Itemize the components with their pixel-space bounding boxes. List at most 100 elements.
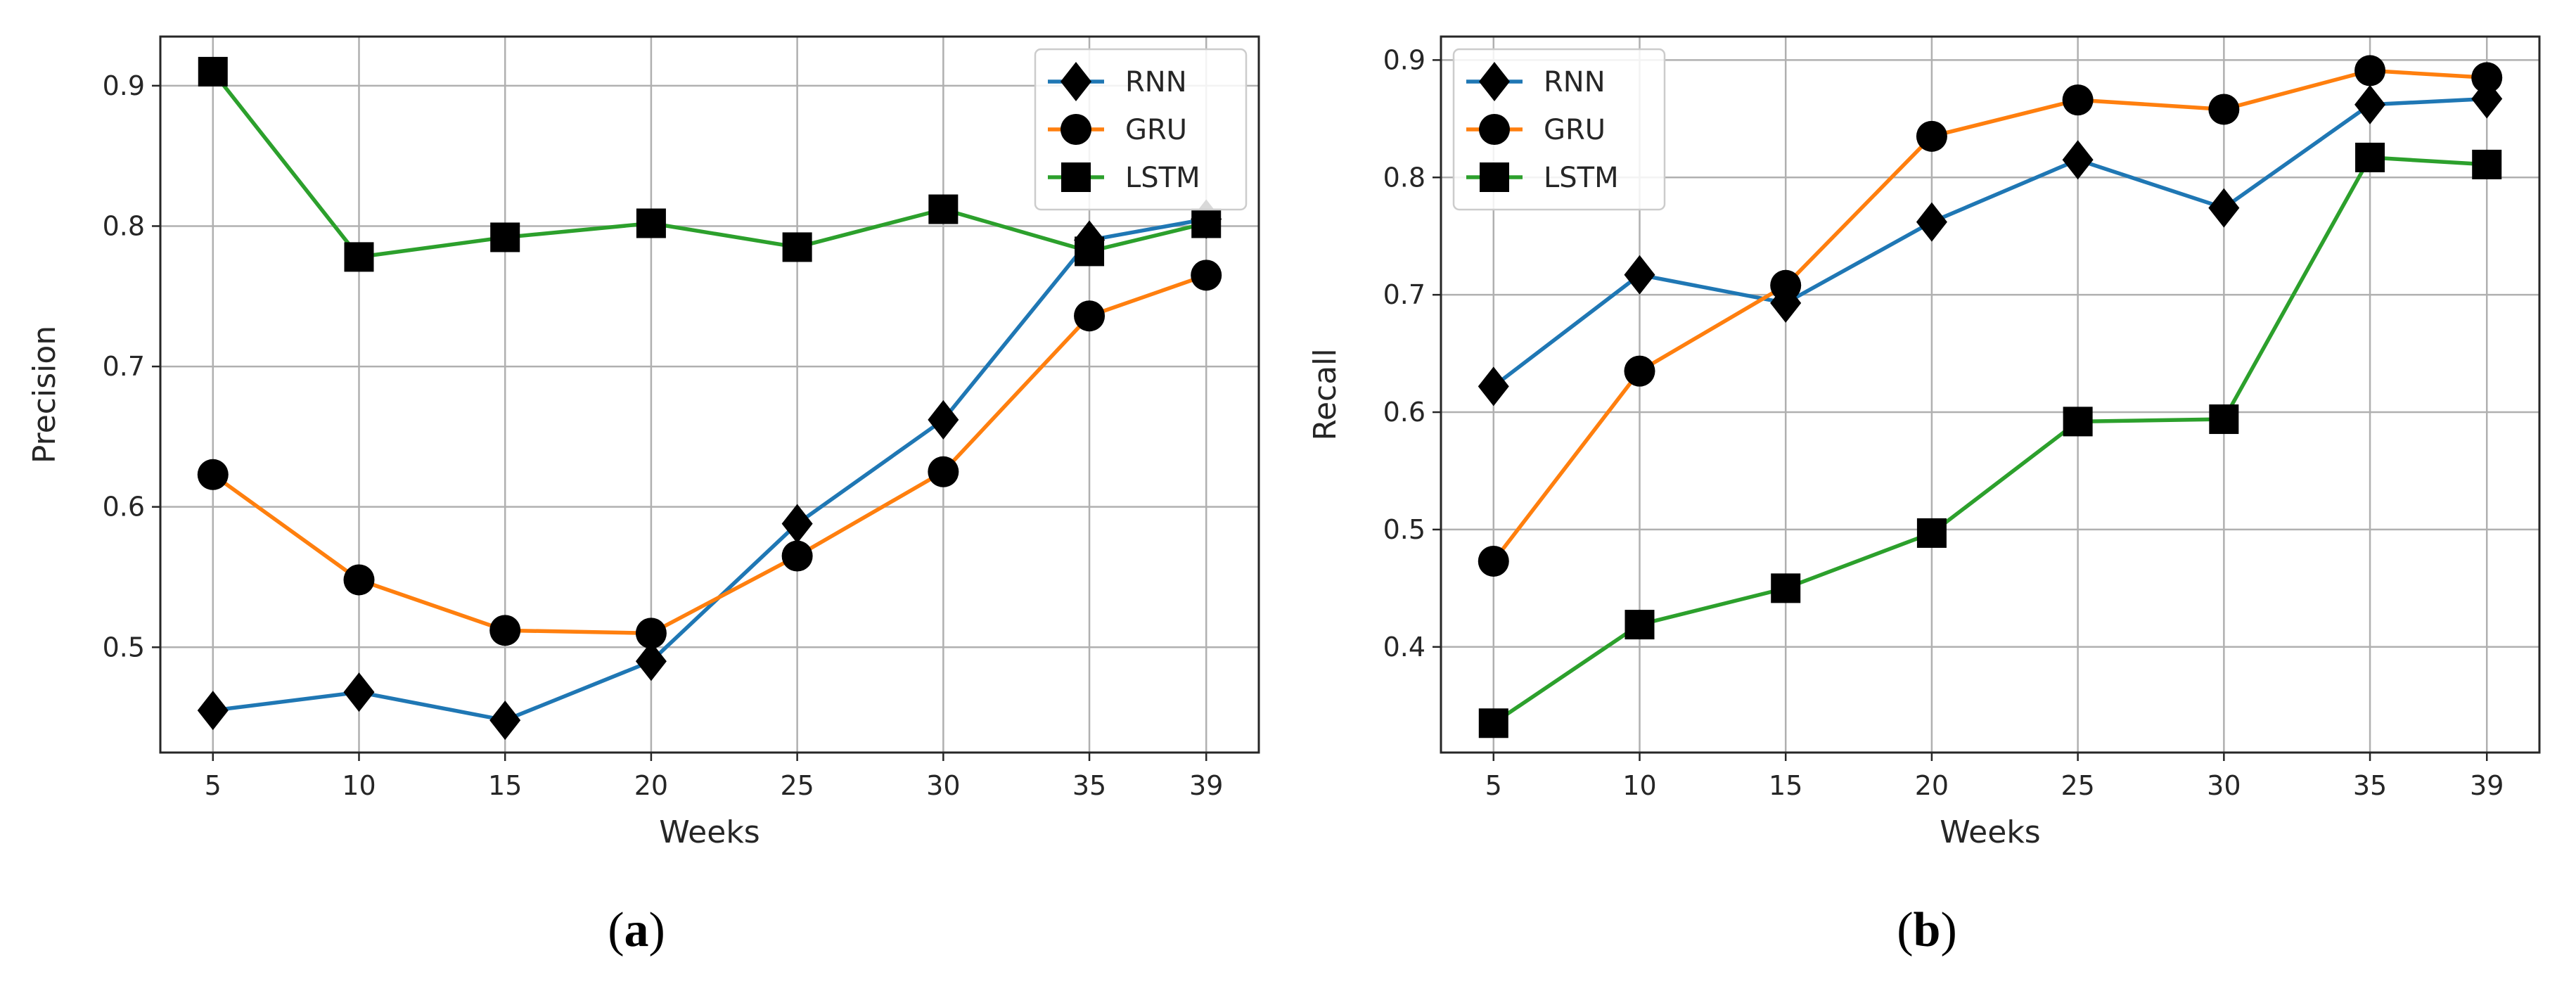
- data-point-lstm: [1625, 610, 1655, 640]
- y-tick-label: 0.6: [103, 492, 145, 523]
- recall-chart-panel: 5 10 15 20 25 30 35 390.40.50.60.70.80.9 Weeks …: [1307, 35, 2541, 957]
- series-line-lstm: [1492, 155, 2487, 725]
- data-point-gru: [928, 456, 959, 487]
- y-tick-label: 0.7: [1383, 279, 1425, 310]
- data-point-gru: [343, 564, 375, 596]
- precision-chart-panel: 5 10 15 20 25 30 35 39 0.5 0.6 0.7 0.8 0.9 Weeks Pre…: [27, 35, 1260, 957]
- y-tick-label: 0.4: [1383, 632, 1425, 663]
- data-point-rnn: [1916, 202, 1947, 242]
- data-point-gru: [1074, 300, 1106, 332]
- x-tick-label: 25: [2061, 770, 2094, 801]
- y-tick-label: 0.8: [103, 210, 145, 241]
- y-tick-label: 0.8: [1383, 162, 1425, 193]
- y-tick-label: 0.9: [1383, 44, 1425, 75]
- data-point-rnn: [2208, 188, 2240, 228]
- data-markers: [1478, 55, 2503, 738]
- data-point-lstm: [928, 194, 959, 224]
- x-tick-label: 20: [1915, 770, 1949, 801]
- series-line-gru: [1492, 68, 2487, 563]
- data-point-lstm: [636, 208, 666, 238]
- data-point-gru: [781, 540, 813, 572]
- legend: RNN GRU LSTM: [1452, 48, 1666, 211]
- panel-caption-b: (b): [1897, 903, 1957, 957]
- legend-marker-lstm: [1061, 162, 1091, 192]
- x-tick-label: 30: [2207, 770, 2241, 801]
- data-point-lstm: [782, 232, 812, 262]
- x-tick-label: 15: [1769, 770, 1802, 801]
- series-lines: [211, 70, 1207, 722]
- data-point-gru: [1624, 355, 1655, 387]
- legend-marker-rnn: [1479, 62, 1510, 101]
- y-axis-label: Precision: [27, 326, 63, 463]
- x-tick-label: 10: [1622, 770, 1656, 801]
- x-tick-label: 39: [2470, 770, 2504, 801]
- data-point-rnn: [2354, 84, 2386, 124]
- data-point-gru: [2354, 55, 2386, 87]
- series-line-gru: [212, 273, 1207, 636]
- x-tick-label: 5: [205, 770, 222, 801]
- data-point-lstm: [2355, 142, 2385, 172]
- x-axis-label: Weeks: [659, 814, 760, 850]
- data-point-rnn: [635, 641, 667, 682]
- data-markers: [197, 56, 1222, 741]
- data-point-gru: [635, 618, 667, 649]
- x-axis-label: Weeks: [1940, 814, 2040, 850]
- x-tick-label: 20: [634, 770, 668, 801]
- legend-label-rnn: RNN: [1544, 66, 1606, 98]
- y-tick-label: 0.5: [1383, 514, 1425, 545]
- data-point-rnn: [1624, 255, 1655, 295]
- x-tick-label: 30: [926, 770, 960, 801]
- data-point-rnn: [1478, 366, 1509, 407]
- legend: RNN GRU LSTM: [1034, 48, 1248, 211]
- y-tick-label: 0.5: [103, 632, 145, 663]
- legend-label-gru: GRU: [1544, 114, 1606, 146]
- data-point-lstm: [490, 222, 520, 252]
- data-point-lstm: [1771, 573, 1801, 603]
- legend-label-gru: GRU: [1125, 114, 1187, 146]
- y-tick-label: 0.7: [103, 351, 145, 382]
- data-point-gru: [197, 459, 229, 490]
- x-tick-label: 25: [780, 770, 814, 801]
- data-point-gru: [1770, 269, 1802, 301]
- series-line-lstm: [211, 70, 1207, 260]
- data-point-gru: [1191, 260, 1222, 291]
- data-point-gru: [2208, 94, 2240, 125]
- data-point-rnn: [928, 399, 959, 440]
- data-point-gru: [1916, 120, 1947, 152]
- legend-label-lstm: LSTM: [1544, 162, 1619, 194]
- data-point-rnn: [489, 700, 521, 741]
- plot-frame: [1440, 35, 2541, 754]
- y-tick-label: 0.6: [1383, 397, 1425, 428]
- data-point-lstm: [1478, 708, 1508, 738]
- x-tick-label: 5: [1485, 770, 1502, 801]
- legend-label-rnn: RNN: [1125, 66, 1187, 98]
- data-point-gru: [2471, 62, 2503, 94]
- data-point-rnn: [343, 672, 375, 712]
- series-lines: [1492, 68, 2487, 725]
- data-point-gru: [1478, 545, 1509, 577]
- series-line-rnn: [1492, 96, 2487, 388]
- x-tick-label: 15: [488, 770, 522, 801]
- data-point-lstm: [1916, 518, 1947, 548]
- plot-frame: [159, 35, 1260, 754]
- series-line-rnn: [212, 217, 1207, 722]
- legend-marker-gru: [1060, 114, 1091, 145]
- x-tick-label: 35: [2353, 770, 2387, 801]
- data-point-lstm: [198, 56, 228, 87]
- legend-label-lstm: LSTM: [1125, 162, 1200, 194]
- data-point-gru: [489, 615, 521, 646]
- data-point-lstm: [2063, 407, 2093, 437]
- axis-ticks: 5 10 15 20 25 30 35 39 0.5 0.6 0.7 0.8 0.9: [103, 70, 1224, 801]
- data-point-lstm: [344, 242, 374, 272]
- data-point-rnn: [781, 504, 813, 544]
- data-point-gru: [2062, 84, 2094, 116]
- data-point-lstm: [2472, 149, 2502, 179]
- data-point-lstm: [2209, 404, 2239, 435]
- grid-lines: [1441, 37, 2539, 753]
- panel-caption-a: (a): [608, 903, 665, 957]
- data-point-lstm: [1075, 236, 1105, 267]
- legend-marker-lstm: [1480, 162, 1509, 192]
- legend-marker-gru: [1479, 114, 1510, 145]
- legend-marker-rnn: [1060, 62, 1091, 101]
- axis-ticks: 5 10 15 20 25 30 35 39 0.4 0.5 0.6 0.7 0.8 0.9: [1383, 44, 2504, 801]
